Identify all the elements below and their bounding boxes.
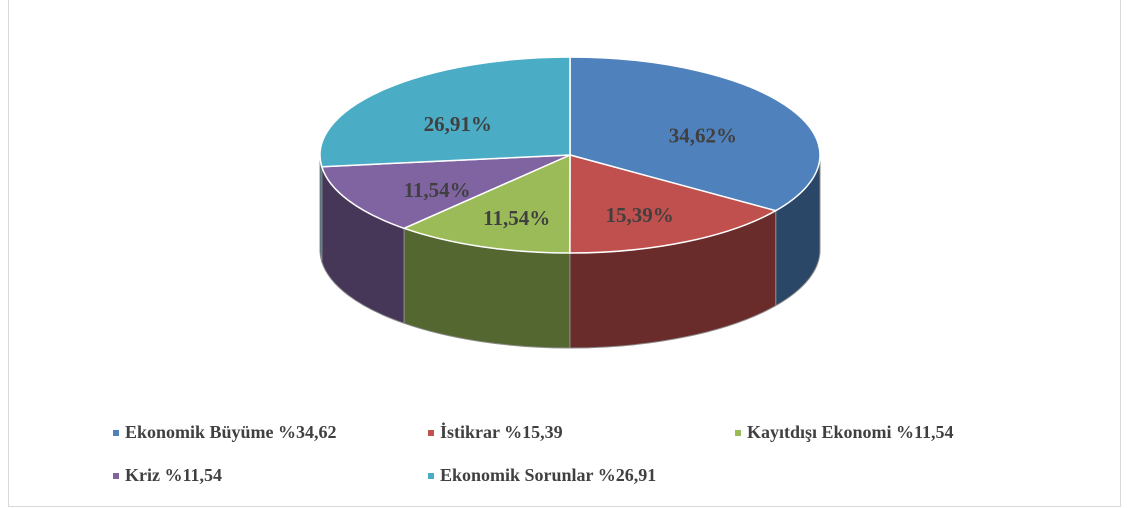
- legend-label: İstikrar %15,39: [440, 422, 563, 442]
- slice: [402, 153, 571, 254]
- legend-swatch: [428, 429, 434, 436]
- legend-item: İstikrar %15,39: [428, 422, 563, 443]
- slice: [569, 154, 778, 254]
- data-label: 34,62%: [669, 123, 737, 147]
- chart: 34,62% 15,39% 11,54% 11,54% 26,91%: [319, 56, 821, 349]
- legend-label: Kayıtdışı Ekonomi %11,54: [747, 422, 954, 442]
- slice: [319, 56, 571, 168]
- legend-swatch: [428, 472, 434, 479]
- data-label: 11,54%: [483, 206, 550, 230]
- legend-swatch: [735, 429, 741, 436]
- chart-frame: [8, 0, 1121, 507]
- legend-item: Kriz %11,54: [113, 465, 222, 486]
- slice-side: [319, 154, 323, 262]
- legend-item: Ekonomik Sorunlar %26,91: [428, 465, 656, 486]
- legend-item: Kayıtdışı Ekonomi %11,54: [735, 422, 954, 443]
- slice: [320, 154, 571, 230]
- legend-label: Ekonomik Sorunlar %26,91: [440, 465, 657, 485]
- legend-swatch: [113, 472, 119, 479]
- data-label: 15,39%: [606, 203, 674, 227]
- slice: [569, 56, 821, 212]
- data-label: 26,91%: [424, 112, 492, 136]
- data-label: 11,54%: [404, 178, 471, 202]
- legend-item: Ekonomik Büyüme %34,62: [113, 422, 337, 443]
- legend-swatch: [113, 429, 119, 436]
- legend-label: Kriz %11,54: [125, 465, 222, 485]
- legend-label: Ekonomik Büyüme %34,62: [125, 422, 337, 442]
